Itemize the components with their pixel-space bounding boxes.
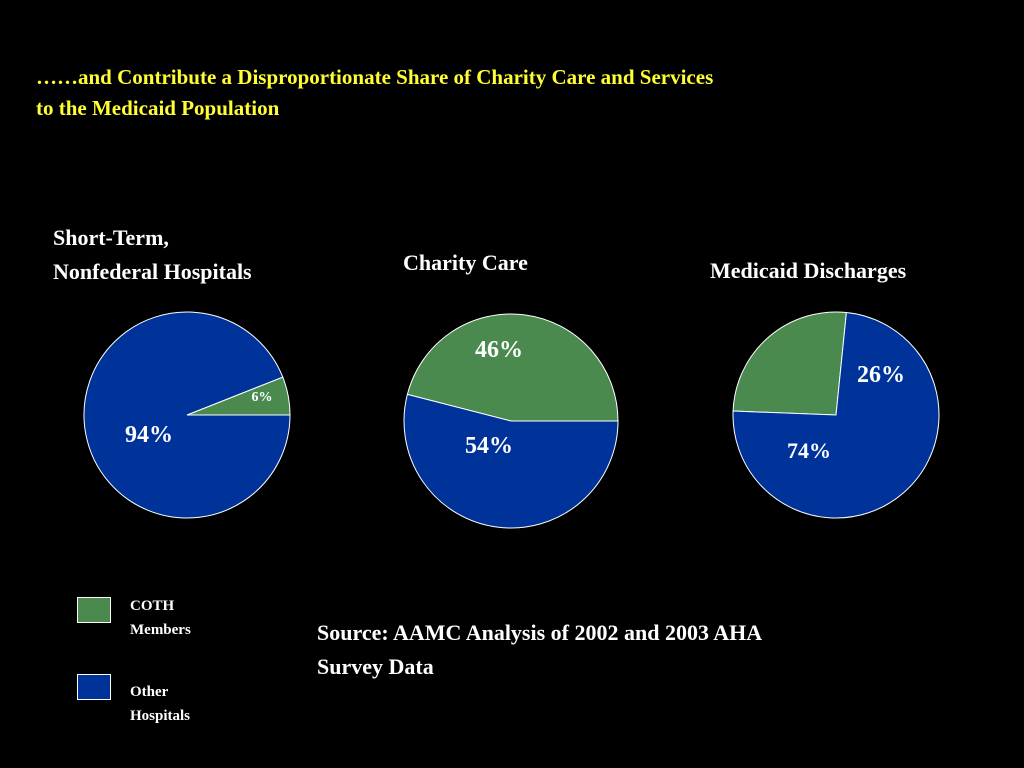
pie-slice-short-term-other bbox=[83, 311, 291, 519]
source-note: Source: AAMC Analysis of 2002 and 2003 A… bbox=[317, 616, 917, 684]
pie-label-medicaid-other: 74% bbox=[787, 438, 831, 463]
chart-title-charity-care: Charity Care bbox=[403, 246, 528, 280]
legend-swatch-other bbox=[77, 674, 111, 700]
source-note-line-1: Source: AAMC Analysis of 2002 and 2003 A… bbox=[317, 620, 763, 645]
chart-title-medicaid: Medicaid Discharges bbox=[710, 254, 906, 288]
pie-label-short-term-coth: 6% bbox=[252, 390, 273, 405]
pie-label-medicaid-coth: 26% bbox=[857, 362, 905, 388]
chart-title-medicaid-text: Medicaid Discharges bbox=[710, 258, 907, 283]
pie-label-charity-care-other: 54% bbox=[465, 433, 513, 459]
legend-label-coth: COTH Members bbox=[130, 594, 240, 642]
source-note-line-2: Survey Data bbox=[317, 654, 434, 679]
legend-label-coth-line-2: Members bbox=[130, 622, 191, 638]
legend-label-other-line-1: Other bbox=[130, 684, 169, 700]
chart-title-short-term-line-1: Short-Term, bbox=[53, 225, 169, 250]
pie-label-charity-care-coth: 46% bbox=[475, 337, 523, 363]
pie-slice-charity-care-coth bbox=[406, 313, 619, 422]
legend-label-coth-line-1: COTH bbox=[130, 598, 175, 614]
slide-title-line-2: to the Medicaid Population bbox=[36, 96, 280, 120]
chart-title-short-term: Short-Term, Nonfederal Hospitals bbox=[53, 221, 252, 289]
pie-label-short-term-other: 94% bbox=[125, 422, 173, 448]
slide-title-line-1: ……and Contribute a Disproportionate Shar… bbox=[36, 65, 714, 89]
pie-slice-charity-care-other bbox=[403, 393, 619, 529]
legend-label-other-line-2: Hospitals bbox=[130, 708, 191, 724]
pie-slice-medicaid-other bbox=[732, 311, 940, 519]
legend-label-other: Other Hospitals bbox=[130, 680, 240, 728]
chart-title-charity-care-text: Charity Care bbox=[403, 250, 528, 275]
legend-swatch-coth bbox=[77, 597, 111, 623]
slide-title: ……and Contribute a Disproportionate Shar… bbox=[36, 62, 996, 124]
pie-slice-medicaid-coth bbox=[732, 311, 847, 416]
chart-title-short-term-line-2: Nonfederal Hospitals bbox=[53, 259, 252, 284]
